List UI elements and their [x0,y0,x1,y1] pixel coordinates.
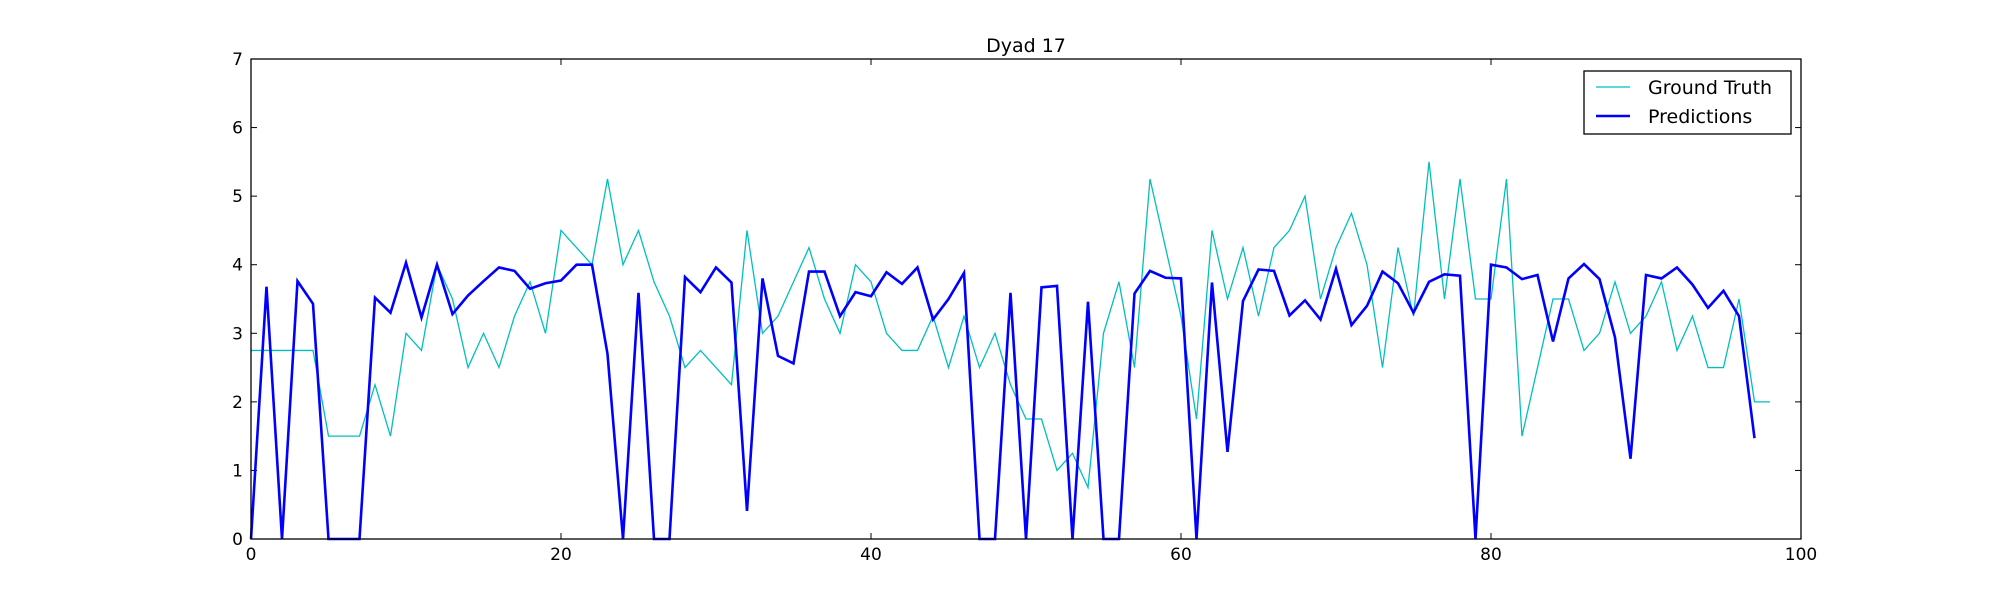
x-tick-label: 80 [1480,545,1502,565]
plot-area-frame [250,58,1802,540]
series-line-ground-truth [251,161,1770,491]
y-tick-label: 0 [232,530,243,550]
x-tick-label: 40 [860,545,882,565]
y-tick-label: 4 [232,256,243,276]
x-tick-label: 60 [1170,545,1192,565]
legend-box [1583,70,1792,135]
x-tick-label: 20 [550,545,572,565]
x-tick-label: 0 [246,545,257,565]
y-tick-label: 5 [232,187,243,207]
series-layer [249,161,1770,541]
legend: Ground Truth Predictions [1583,70,1792,135]
y-tick-label: 7 [232,50,243,70]
y-tick-label: 6 [232,119,243,139]
legend-label-predictions: Predictions [1648,106,1752,128]
chart-title: Dyad 17 [986,35,1066,57]
legend-label-ground-truth: Ground Truth [1648,77,1772,99]
axis-ticks: 0 20 40 60 80 100 0 1 2 3 4 5 6 7 [232,50,1817,565]
y-tick-label: 1 [232,461,243,481]
y-tick-label: 2 [232,393,243,413]
y-tick-label: 3 [232,324,243,344]
x-tick-label: 100 [1785,545,1817,565]
series-line-predictions [249,258,1756,541]
